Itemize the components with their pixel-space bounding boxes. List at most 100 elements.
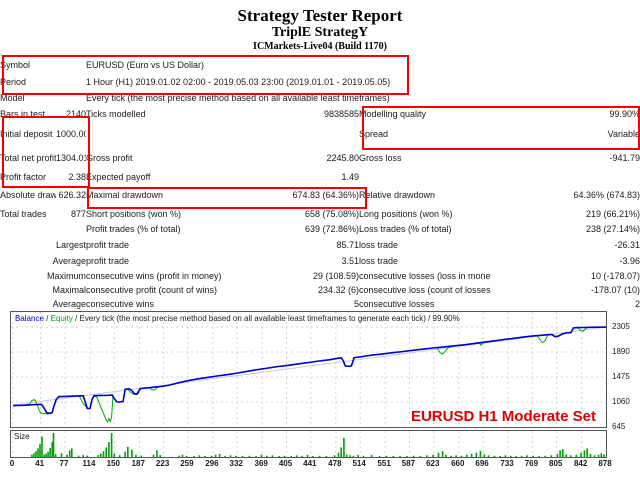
size-bar [301,455,303,457]
x-axis-label: 223 [155,459,170,468]
size-bar [66,454,68,457]
x-axis-label: 587 [401,459,416,468]
table-cell: Short positions (won %) [86,208,182,219]
trend-line [12,326,607,406]
table-cell: 639 (72.86%) [304,224,359,234]
table-cell: consecutive losses (loss in money) [359,270,491,281]
x-axis-label: 878 [598,459,612,468]
table-cell: Relative drawdown [359,190,436,200]
x-axis-label: 696 [475,459,489,468]
table-row: Total net profit 1304.01 Gross profit 2245.… [0,146,640,170]
table-cell: Modelling quality [359,109,427,119]
size-bar [333,455,336,457]
size-bar [248,455,251,457]
table-cell: -178.07 (10) [591,285,640,295]
x-axis-label: 441 [303,459,317,468]
size-bar [600,453,603,457]
size-bar [483,454,486,457]
size-bar [345,454,348,457]
y-axis-label: 2305 [612,322,630,331]
size-bar [570,455,572,457]
size-bar [100,453,102,457]
table-cell: Spread [359,129,389,139]
table-cell: 29 (108.59) [312,270,359,281]
size-bar [218,453,221,457]
size-bar [532,455,534,457]
x-axis-label: 514 [352,459,366,468]
table-cell: Model [0,93,25,103]
size-bar [181,454,184,457]
size-bar [156,450,158,457]
table-cell: 238 (27.14%) [585,224,640,234]
size-bar [318,455,321,457]
table-cell: 626.32 [58,190,86,200]
x-axis-label: 733 [500,459,514,468]
chart-legend: Balance / Equity / Every tick (the most … [15,314,460,324]
size-bar [412,455,415,457]
table-cell: profit trade [86,240,130,250]
table-cell [491,170,640,184]
table-cell: 1000.00 [56,129,86,139]
size-bar [198,455,201,457]
table-cell: Period [0,76,27,87]
table-cell: 9838585 [323,109,359,119]
table-cell: Variable [607,129,640,139]
table-cell: Profit factor [0,172,47,182]
table-cell: -941.79 [609,153,640,163]
size-bar [278,456,280,457]
size-bar [510,455,512,457]
table-cell [0,221,56,237]
table-cell: Expected payoff [86,172,151,182]
size-bar [102,451,105,457]
size-bar [520,455,523,457]
size-bar [419,456,422,457]
size-bar [140,455,143,457]
y-axis-label: 645 [612,422,626,431]
table-cell: loss trade [359,255,399,266]
size-bar [260,454,263,457]
table-row: Average consecutive wins 5 consecutive loss… [0,297,640,310]
x-axis-label: 805 [549,459,563,468]
size-bar [52,433,55,457]
size-bar [378,456,381,457]
size-bar [399,455,401,457]
table-cell: Symbol [0,59,31,70]
size-bar [586,448,588,457]
table-cell: 10 (-178.07) [591,270,640,281]
table-cell [56,73,86,90]
balance-line [12,326,607,415]
table-row: Symbol EURUSD (Euro vs US Dollar) [0,56,640,73]
table-cell [241,122,359,146]
size-bar [45,453,47,457]
size-bar [295,455,298,457]
size-bar [113,453,116,457]
size-bar [575,454,578,457]
size-bar [466,454,468,457]
legend-model-text: / Every tick (the most precise method ba… [72,314,460,323]
size-bar [432,454,434,457]
size-chart: Size [10,430,607,458]
size-bar [538,456,540,457]
size-bar [325,456,328,457]
size-bar [340,447,342,457]
table-cell: Total net profit [0,153,56,163]
size-bar [77,455,80,457]
size-bar [479,450,482,457]
table-cell: consecutive profit (count of wins) [86,285,218,295]
table-row: Maximum consecutive wins (profit in money… [0,268,640,283]
table-cell: Largest [55,240,86,250]
table-cell: Absolute drawdown [0,190,56,200]
size-bar [450,455,453,457]
table-row: Model Every tick (the most precise method… [0,90,640,106]
x-axis-label: 769 [524,459,539,468]
size-bar [357,454,359,457]
table-cell: Bars in test [0,109,46,119]
size-bar [71,448,73,457]
x-axis-label: 405 [278,459,293,468]
x-axis-label: 623 [426,459,440,468]
size-plot [12,431,607,457]
size-chart-label: Size [14,432,30,441]
size-bar [118,455,121,457]
table-cell: 64.36% (674.83) [573,190,640,200]
size-bar [426,455,428,457]
